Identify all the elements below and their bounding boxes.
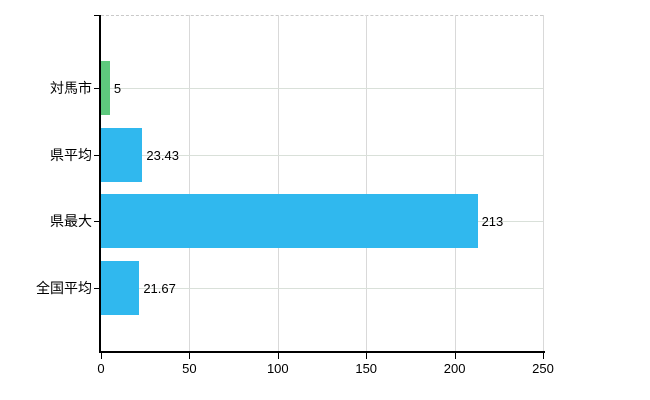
x-axis-tick (366, 353, 368, 359)
gridline-horizontal (101, 154, 543, 156)
x-tick-label: 0 (97, 361, 105, 376)
y-axis-top-tick (94, 15, 101, 16)
y-category-label: 県平均 (50, 146, 92, 163)
x-tick-label: 50 (182, 361, 197, 376)
x-axis-line (99, 351, 545, 353)
y-axis-tick (94, 288, 101, 290)
bar (101, 194, 478, 249)
x-axis-tick (454, 353, 456, 359)
gridline-horizontal (101, 288, 543, 290)
bar-value-label: 21.67 (143, 281, 176, 297)
bar (101, 61, 110, 115)
x-tick-label: 100 (266, 361, 289, 376)
gridline-vertical (454, 15, 456, 352)
y-category-label: 県最大 (50, 213, 92, 230)
gridline-vertical (543, 15, 544, 352)
y-axis-tick (94, 154, 101, 156)
gridline-vertical (189, 15, 191, 352)
x-axis-tick (543, 353, 544, 359)
bar-value-label: 23.43 (146, 147, 179, 163)
gridline-vertical (277, 15, 279, 352)
gridline-horizontal (101, 88, 543, 89)
plot-top-border (101, 15, 543, 16)
x-tick-label: 200 (443, 361, 466, 376)
x-tick-label: 250 (532, 361, 554, 376)
x-axis-tick (277, 353, 279, 359)
y-category-label: 対馬市 (50, 80, 92, 96)
y-axis-tick (94, 88, 101, 89)
x-axis-tick (189, 353, 191, 359)
bar (101, 261, 140, 316)
x-tick-label: 150 (355, 361, 378, 376)
y-axis-line (99, 15, 101, 353)
bar (101, 127, 143, 182)
y-axis-tick (94, 221, 101, 223)
gridline-vertical (366, 15, 368, 352)
bar-value-label: 5 (113, 81, 122, 96)
x-axis-tick (101, 353, 102, 359)
bar-value-label: 213 (481, 214, 504, 230)
y-category-label: 全国平均 (36, 280, 92, 297)
